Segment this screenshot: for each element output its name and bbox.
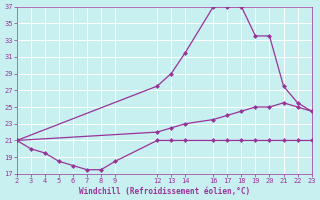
X-axis label: Windchill (Refroidissement éolien,°C): Windchill (Refroidissement éolien,°C) <box>79 187 250 196</box>
